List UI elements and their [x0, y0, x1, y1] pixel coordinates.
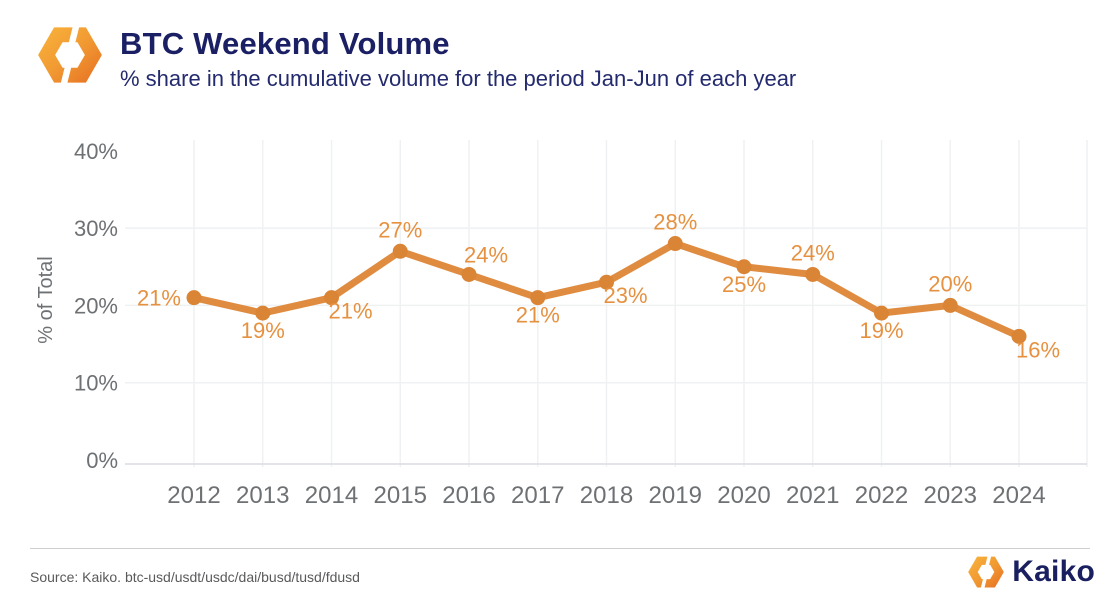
x-tick-label: 2015 [374, 482, 427, 509]
data-label: 23% [603, 283, 647, 308]
data-point [1011, 328, 1027, 344]
x-tick-label: 2023 [924, 482, 977, 509]
data-label: 25% [722, 272, 766, 297]
data-point [324, 290, 339, 306]
data-point [255, 305, 271, 321]
data-label: 20% [928, 271, 972, 296]
data-label: 21% [516, 303, 560, 328]
x-tick-label: 2020 [717, 482, 770, 509]
data-point [599, 274, 614, 290]
x-tick-label: 2024 [992, 482, 1045, 509]
y-tick-label: 40% [74, 139, 118, 164]
data-point [392, 243, 408, 259]
data-label: 24% [791, 240, 835, 265]
x-tick-label: 2017 [511, 482, 564, 509]
data-point [461, 266, 477, 282]
x-tick-label: 2012 [167, 482, 220, 509]
data-label: 16% [1016, 337, 1060, 362]
data-point [874, 305, 889, 321]
data-label: 19% [859, 318, 903, 343]
data-label: 19% [241, 318, 285, 343]
page-subtitle: % share in the cumulative volume for the… [120, 66, 797, 91]
data-label: 24% [464, 242, 508, 267]
data-label: 27% [378, 217, 422, 242]
data-point [736, 259, 752, 275]
data-label: 28% [653, 210, 697, 235]
x-tick-label: 2014 [305, 482, 358, 509]
y-axis-title: % of Total [35, 256, 57, 343]
x-tick-label: 2016 [442, 482, 495, 509]
x-tick-label: 2018 [580, 482, 633, 509]
y-tick-label: 10% [74, 371, 118, 396]
brand-footer: Kaiko [967, 553, 1095, 591]
x-tick-label: 2013 [236, 482, 289, 509]
x-tick-label: 2019 [649, 482, 702, 509]
x-tick-label: 2022 [855, 482, 908, 509]
source-text: Source: Kaiko. btc-usd/usdt/usdc/dai/bus… [30, 569, 360, 585]
chart-svg: 0% 10% 20% 30% 40% 2012 2013 2014 2015 2016 2017 20… [35, 139, 1088, 509]
data-label: 21% [137, 286, 181, 311]
data-point [805, 266, 821, 282]
data-point [667, 236, 683, 252]
brand-name: Kaiko [1012, 555, 1095, 588]
y-tick-label: 20% [74, 293, 118, 318]
footer-divider [30, 548, 1090, 549]
data-point [942, 297, 958, 313]
y-tick-label: 30% [74, 216, 118, 241]
kaiko-logo-icon [968, 553, 1005, 591]
data-label: 21% [328, 299, 372, 324]
page-title: BTC Weekend Volume [120, 26, 450, 61]
data-point [530, 290, 546, 306]
kaiko-logo-icon [38, 21, 102, 89]
y-tick-label: 0% [86, 448, 118, 473]
data-point [186, 290, 202, 306]
x-tick-label: 2021 [786, 482, 839, 509]
